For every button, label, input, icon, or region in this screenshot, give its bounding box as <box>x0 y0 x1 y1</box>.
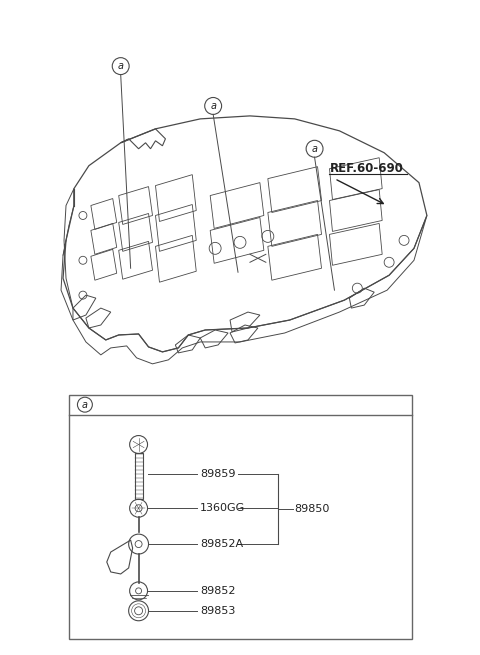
Text: 89852: 89852 <box>200 586 236 596</box>
Text: 89852A: 89852A <box>200 539 243 549</box>
Text: REF.60-690: REF.60-690 <box>329 162 403 175</box>
Bar <box>69 395 412 639</box>
Text: a: a <box>210 101 216 111</box>
Text: a: a <box>82 400 88 409</box>
Text: 89859: 89859 <box>200 470 236 479</box>
Bar <box>134 453 143 499</box>
Text: a: a <box>118 61 124 71</box>
Text: 1360GG: 1360GG <box>200 503 245 514</box>
Text: a: a <box>312 143 318 154</box>
Text: 89850: 89850 <box>295 504 330 514</box>
Text: 89853: 89853 <box>200 606 236 616</box>
